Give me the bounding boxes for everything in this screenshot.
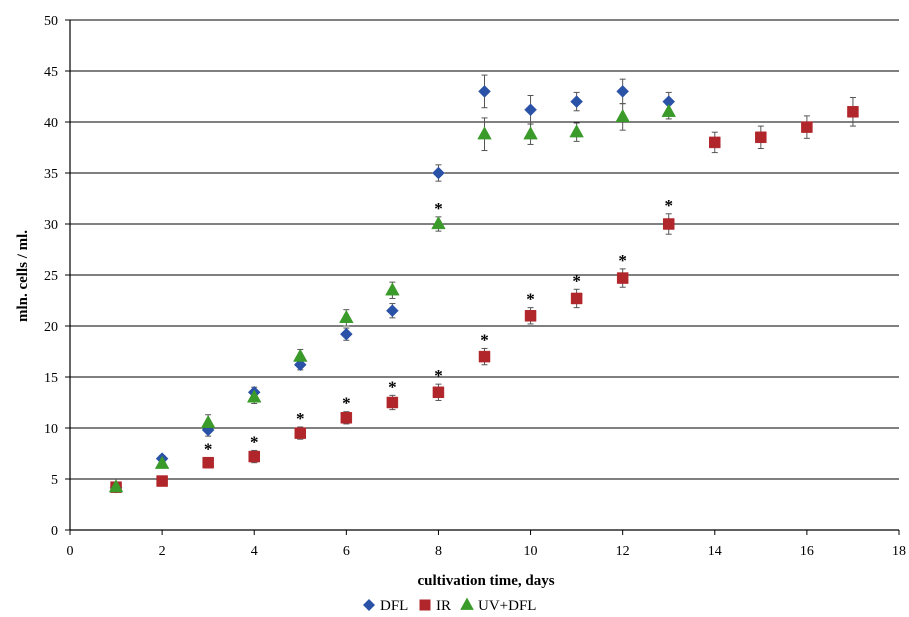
data-point-uv-dfl-11	[569, 124, 584, 138]
data-point-ir-6	[340, 412, 353, 424]
significance-star-ir-10: *	[526, 290, 535, 309]
significance-star-ir-9: *	[480, 330, 489, 349]
significance-star-ir-11: *	[572, 271, 581, 290]
data-point-ir-14	[709, 136, 721, 149]
data-point-dfl-10	[524, 103, 537, 117]
data-point-ir-5	[294, 427, 307, 439]
x-tick-label-12: 12	[616, 544, 630, 559]
data-point-ir-17	[847, 106, 859, 118]
legend-marker-dfl-diamond-icon	[363, 599, 375, 611]
y-tick-label-15: 15	[44, 371, 58, 386]
data-point-ir-2	[156, 475, 168, 487]
legend-item-ir: IR	[419, 598, 451, 614]
significance-markers: * * * * * * * * * * * *	[204, 196, 673, 459]
legend-marker-uv-dfl-triangle-icon	[460, 597, 474, 610]
x-axis-title: cultivation time, days	[417, 573, 554, 589]
x-tick-label-2: 2	[159, 544, 166, 559]
data-point-uv-dfl-3	[200, 414, 216, 429]
y-tick-label-30: 30	[44, 218, 58, 233]
y-tick-label-50: 50	[44, 14, 58, 29]
x-tick-label-18: 18	[892, 544, 906, 559]
legend-item-uv-dfl: UV+DFL	[460, 597, 536, 614]
y-tick-labels: 0 5 10 15 20 25 30 35 40 45 50	[44, 14, 58, 539]
data-point-dfl-7	[386, 304, 399, 318]
data-point-uv-dfl-6	[339, 309, 354, 323]
data-point-uv-dfl-4	[246, 389, 262, 403]
y-tick-label-5: 5	[51, 473, 58, 488]
significance-star-ir-3: *	[204, 440, 213, 459]
y-tick-label-45: 45	[44, 65, 58, 80]
data-point-ir-10	[524, 310, 537, 322]
data-point-ir-11	[570, 292, 583, 305]
y-tick-label-0: 0	[51, 524, 58, 539]
significance-star-ir-13: *	[664, 196, 673, 215]
data-point-uv-dfl-5	[293, 348, 308, 362]
significance-star-ir-4: *	[250, 432, 259, 451]
significance-star-ir-8: *	[434, 366, 443, 385]
x-tick-labels: 0 2 4 6 8 10 12 14 16 18	[67, 544, 907, 559]
data-point-ir-12	[616, 272, 629, 284]
legend-label-ir: IR	[436, 598, 451, 614]
significance-star-uv-dfl-8: *	[434, 199, 443, 218]
legend-label-dfl: DFL	[380, 598, 408, 614]
y-tick-label-25: 25	[44, 269, 58, 284]
data-point-ir-4	[248, 450, 260, 463]
legend: DFL IR UV+DFL	[363, 597, 536, 614]
data-point-ir-9	[478, 350, 491, 363]
x-tick-label-16: 16	[800, 544, 814, 559]
data-point-ir-13	[662, 218, 675, 230]
data-point-uv-dfl-7	[385, 282, 400, 296]
data-point-dfl-12	[616, 85, 630, 98]
x-tick-label-6: 6	[343, 544, 350, 559]
data-point-uv-dfl-12	[615, 108, 630, 123]
data-point-uv-dfl-10	[523, 126, 538, 140]
data-point-uv-dfl-13	[661, 103, 676, 117]
y-axis-title: mln. cells / ml.	[15, 230, 31, 322]
legend-label-uv-dfl: UV+DFL	[478, 598, 536, 614]
significance-star-ir-5: *	[296, 409, 305, 428]
x-tick-label-10: 10	[524, 544, 538, 559]
data-point-ir-15	[755, 131, 767, 144]
data-point-ir-8	[432, 386, 445, 399]
legend-marker-ir-square-icon	[419, 599, 431, 611]
data-point-uv-dfl-1	[108, 479, 124, 493]
data-point-dfl-6	[339, 327, 353, 341]
significance-star-ir-7: *	[388, 377, 397, 396]
data-point-dfl-11	[570, 95, 583, 108]
y-tick-label-40: 40	[44, 116, 58, 131]
data-point-uv-dfl-9	[477, 126, 492, 140]
significance-star-ir-12: *	[618, 251, 627, 270]
x-tick-label-0: 0	[67, 544, 74, 559]
x-tick-label-8: 8	[435, 544, 442, 559]
axes	[65, 19, 900, 535]
data-point-dfl-9	[478, 85, 491, 98]
data-point-dfl-5	[293, 358, 307, 372]
data-point-dfl-8	[432, 166, 445, 180]
y-tick-label-10: 10	[44, 422, 58, 437]
data-point-ir-16	[801, 121, 813, 133]
y-tick-label-20: 20	[44, 320, 58, 335]
data-point-ir-7	[386, 396, 399, 409]
data-markers	[108, 85, 859, 494]
data-point-ir-3	[202, 456, 214, 469]
x-tick-label-4: 4	[251, 544, 258, 559]
legend-item-dfl: DFL	[363, 598, 408, 614]
data-point-uv-dfl-2	[154, 455, 170, 469]
data-point-uv-dfl-8	[431, 216, 446, 230]
significance-star-ir-6: *	[342, 394, 351, 413]
y-tick-label-35: 35	[44, 167, 58, 182]
x-tick-label-14: 14	[708, 544, 722, 559]
